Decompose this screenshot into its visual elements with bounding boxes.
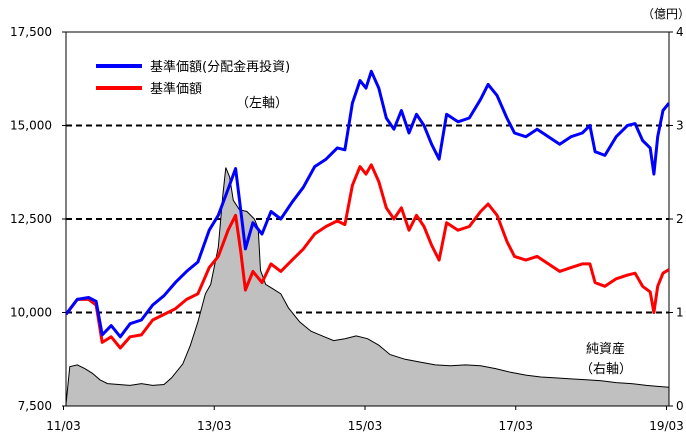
y-right-tick-label: 0 (676, 399, 684, 413)
y-axis-left: 7,500 10,000 12,500 15,000 17,500 (10, 25, 66, 413)
x-tick-label: 15/03 (348, 419, 383, 433)
y-right-tick-label: 3 (676, 119, 684, 133)
series-line-nav-reinvested (66, 69, 669, 339)
y-left-tick-label: 10,000 (10, 306, 52, 320)
x-tick-label: 13/03 (197, 419, 232, 433)
net-assets-area (66, 167, 669, 406)
y-left-tick-label: 12,500 (10, 212, 52, 226)
y-left-tick-label: 15,000 (10, 119, 52, 133)
y-axis-right: 0 1 2 3 4 (669, 25, 684, 413)
y-right-tick-label: 2 (676, 212, 684, 226)
x-axis: 11/03 13/03 15/03 17/03 19/03 (46, 406, 684, 433)
y-left-tick-label: 7,500 (18, 399, 52, 413)
series-line-nav (66, 163, 669, 350)
legend-label-nav-reinvested: 基準価額(分配金再投資) (150, 59, 290, 75)
net-assets-label: 純資産 (586, 341, 625, 357)
y-right-tick-label: 1 (676, 306, 684, 320)
x-tick-label: 17/03 (498, 419, 533, 433)
y-right-tick-label: 4 (676, 25, 684, 39)
y-left-tick-label: 17,500 (10, 25, 52, 39)
x-tick-label: 19/03 (649, 419, 684, 433)
x-tick-label: 11/03 (46, 419, 81, 433)
right-axis-note: （右軸） (580, 362, 632, 377)
right-axis-unit: （億円） (642, 7, 686, 21)
legend-label-nav: 基準価額 (150, 81, 202, 97)
legend: 基準価額(分配金再投資) 基準価額 (96, 59, 290, 97)
left-axis-note: （左軸） (236, 96, 288, 111)
gridlines (66, 124, 669, 314)
